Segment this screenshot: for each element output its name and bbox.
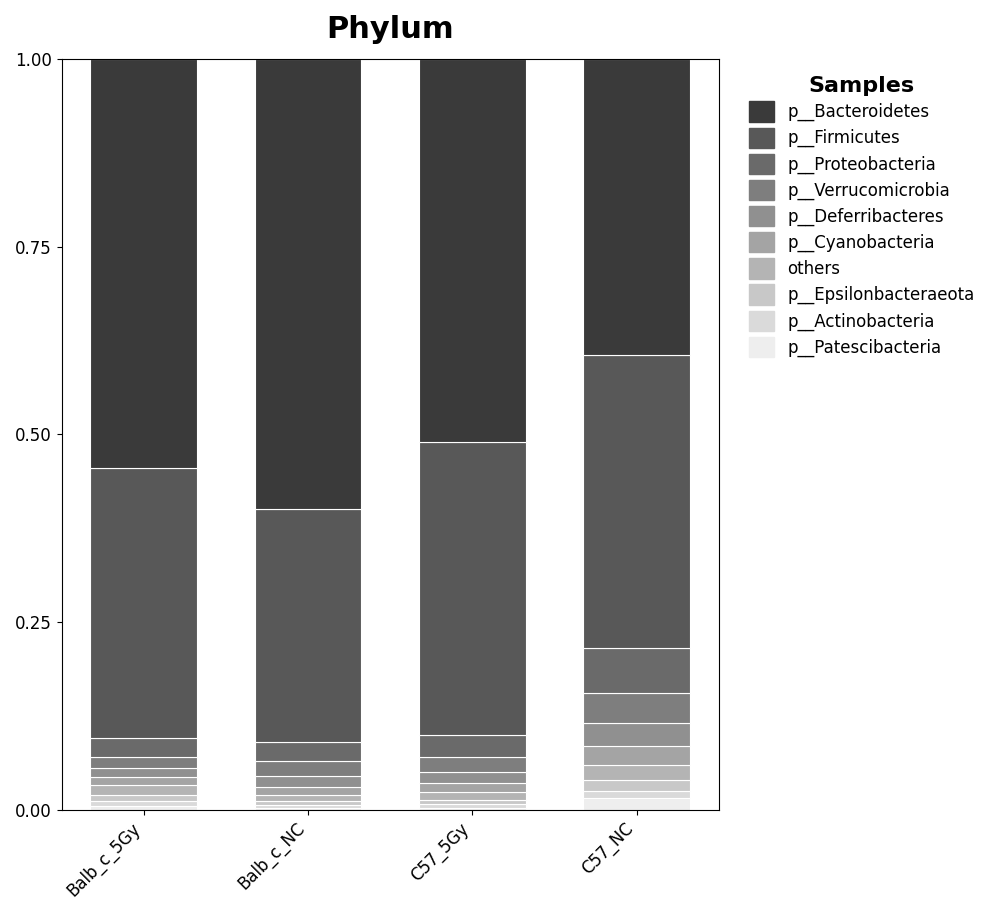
Bar <box>90 468 197 738</box>
Bar <box>583 765 690 780</box>
Bar <box>255 794 361 801</box>
Bar <box>419 757 526 772</box>
Bar <box>583 648 690 694</box>
Bar <box>255 59 361 510</box>
Legend: p__Bacteroidetes, p__Firmicutes, p__Proteobacteria, p__Verrucomicrobia, p__Defer: p__Bacteroidetes, p__Firmicutes, p__Prot… <box>740 67 983 365</box>
Bar <box>255 510 361 742</box>
Bar <box>90 59 197 468</box>
Bar <box>419 59 526 442</box>
Title: Phylum: Phylum <box>326 15 454 44</box>
Bar <box>90 738 197 757</box>
Bar <box>255 787 361 794</box>
Bar <box>90 806 197 810</box>
Bar <box>255 742 361 761</box>
Bar <box>419 735 526 757</box>
Bar <box>90 769 197 778</box>
Bar <box>255 808 361 810</box>
Bar <box>583 799 690 810</box>
Bar <box>419 800 526 804</box>
Bar <box>419 783 526 792</box>
Bar <box>583 746 690 765</box>
Bar <box>255 805 361 808</box>
Bar <box>90 757 197 769</box>
Bar <box>583 791 690 799</box>
Bar <box>583 59 690 355</box>
Bar <box>583 694 690 724</box>
Bar <box>90 794 197 801</box>
Bar <box>255 801 361 805</box>
Bar <box>419 442 526 735</box>
Bar <box>419 804 526 808</box>
Bar <box>419 792 526 800</box>
Bar <box>90 778 197 785</box>
Bar <box>255 761 361 776</box>
Bar <box>90 785 197 794</box>
Bar <box>255 776 361 787</box>
Bar <box>419 772 526 783</box>
Bar <box>583 724 690 746</box>
Bar <box>90 801 197 806</box>
Bar <box>583 780 690 791</box>
Bar <box>583 355 690 648</box>
Bar <box>419 808 526 810</box>
